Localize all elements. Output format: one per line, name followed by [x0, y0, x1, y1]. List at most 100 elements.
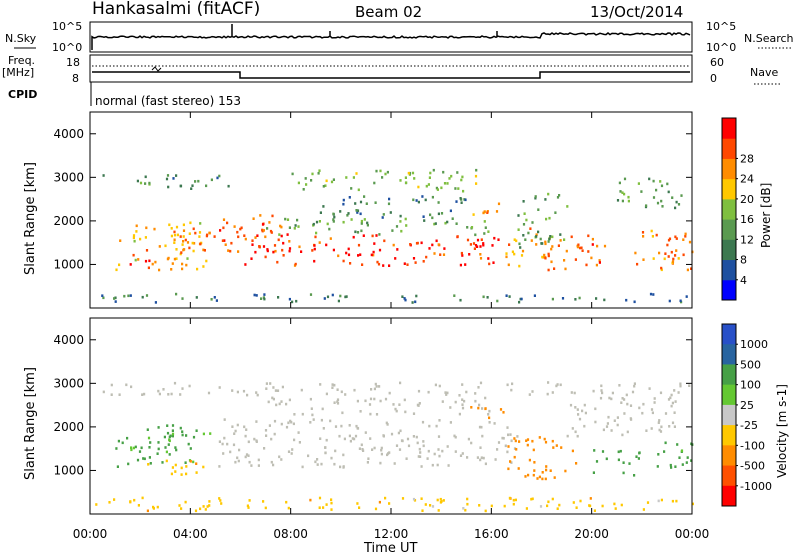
heatmap-cell	[347, 247, 350, 251]
heatmap-cell	[466, 456, 469, 459]
heatmap-cell	[572, 501, 575, 504]
heatmap-cell	[459, 454, 463, 457]
heatmap-cell	[264, 429, 268, 432]
heatmap-cell	[673, 411, 676, 414]
heatmap-cell	[375, 413, 379, 416]
heatmap-cell	[224, 243, 227, 246]
heatmap-cell	[658, 251, 661, 255]
heatmap-cell	[493, 422, 496, 425]
heatmap-cell	[355, 172, 358, 175]
heatmap-cell	[412, 257, 416, 260]
heatmap-cell	[381, 176, 384, 179]
heatmap-cell	[154, 260, 157, 264]
heatmap-cell	[209, 432, 212, 435]
heatmap-cell	[415, 435, 418, 439]
heatmap-cell	[476, 456, 479, 459]
heatmap-cell	[401, 295, 404, 298]
heatmap-cell	[535, 233, 538, 236]
colorbar-segment	[722, 344, 736, 365]
heatmap-cell	[265, 434, 268, 437]
heatmap-cell	[633, 382, 636, 385]
heatmap-cell	[369, 437, 372, 440]
heatmap-cell	[173, 381, 177, 385]
heatmap-cell	[384, 172, 387, 176]
heatmap-cell	[691, 502, 694, 506]
cpid-label: CPID	[8, 88, 37, 101]
heatmap-cell	[454, 187, 457, 190]
heatmap-cell	[250, 257, 253, 260]
heatmap-cell	[436, 188, 439, 191]
heatmap-cell	[520, 254, 524, 257]
heatmap-cell	[119, 239, 122, 242]
heatmap-cell	[167, 443, 170, 446]
heatmap-cell	[675, 200, 678, 204]
heatmap-cell	[196, 267, 199, 271]
heatmap-cell	[388, 197, 391, 201]
heatmap-cell	[551, 245, 554, 248]
heatmap-cell	[450, 174, 453, 178]
heatmap-cell	[574, 406, 577, 409]
heatmap-cell	[189, 447, 192, 450]
heatmap-cell	[453, 294, 456, 297]
heatmap-cell	[418, 402, 421, 405]
colorbar-tick-label: -100	[740, 439, 765, 452]
heatmap-cell	[495, 210, 499, 213]
heatmap-cell	[486, 210, 489, 213]
heatmap-cell	[436, 498, 439, 502]
heatmap-cell	[280, 400, 283, 403]
heatmap-cell	[175, 257, 178, 260]
heatmap-cell	[503, 504, 506, 508]
heatmap-cell	[175, 292, 178, 296]
heatmap-cell	[298, 245, 301, 249]
heatmap-cell	[431, 216, 434, 220]
heatmap-cell	[374, 507, 378, 511]
heatmap-cell	[535, 243, 538, 246]
heatmap-cell	[265, 387, 268, 390]
colorbar-segment	[722, 364, 736, 386]
heatmap-cell	[319, 383, 322, 386]
heatmap-cell	[576, 408, 579, 411]
heatmap-cell	[254, 236, 257, 239]
heatmap-cell	[273, 419, 277, 423]
heatmap-cell	[518, 264, 521, 268]
heatmap-cell	[596, 244, 599, 248]
heatmap-cell	[356, 502, 359, 505]
heatmap-cell	[587, 234, 590, 238]
heatmap-cell	[614, 507, 617, 510]
colorbar-tick-label: 16	[740, 213, 754, 226]
heatmap-cell	[333, 215, 336, 219]
heatmap-cell	[674, 465, 677, 468]
heatmap-cell	[635, 455, 638, 458]
noise-right-tick-bottom: 10^0	[706, 41, 736, 54]
heatmap-cell	[173, 238, 176, 242]
heatmap-cell	[513, 238, 516, 241]
heatmap-cell	[222, 218, 226, 221]
heatmap-cell	[421, 195, 424, 198]
heatmap-cell	[360, 443, 363, 447]
heatmap-cell	[291, 172, 294, 176]
heatmap-cell	[395, 409, 398, 413]
heatmap-cell	[480, 238, 483, 241]
heatmap-cell	[528, 458, 531, 462]
heatmap-cell	[497, 238, 500, 241]
heatmap-cell	[243, 234, 246, 237]
colorbar-tick-label: 4	[740, 274, 747, 287]
heatmap-cell	[121, 441, 124, 445]
heatmap-cell	[145, 294, 149, 297]
heatmap-cell	[118, 393, 121, 396]
heatmap-cell	[342, 259, 345, 263]
heatmap-cell	[672, 257, 675, 261]
velocity-colorbar: 1000 500 100 25 -25 -100 -500 -1000	[721, 323, 772, 507]
heatmap-cell	[371, 234, 374, 238]
heatmap-cell	[412, 412, 416, 415]
heatmap-cell	[491, 244, 494, 247]
heatmap-cell	[355, 424, 358, 428]
heatmap-cell	[513, 447, 517, 450]
power-y-axis-label: Slant Range [km]	[23, 162, 38, 275]
heatmap-cell	[95, 503, 98, 506]
heatmap-cell	[461, 452, 464, 455]
colorbar-tick-label: -1000	[740, 480, 772, 493]
freq-tick-bottom: 8	[72, 72, 79, 85]
heatmap-cell	[322, 506, 325, 509]
heatmap-cell	[525, 218, 528, 222]
